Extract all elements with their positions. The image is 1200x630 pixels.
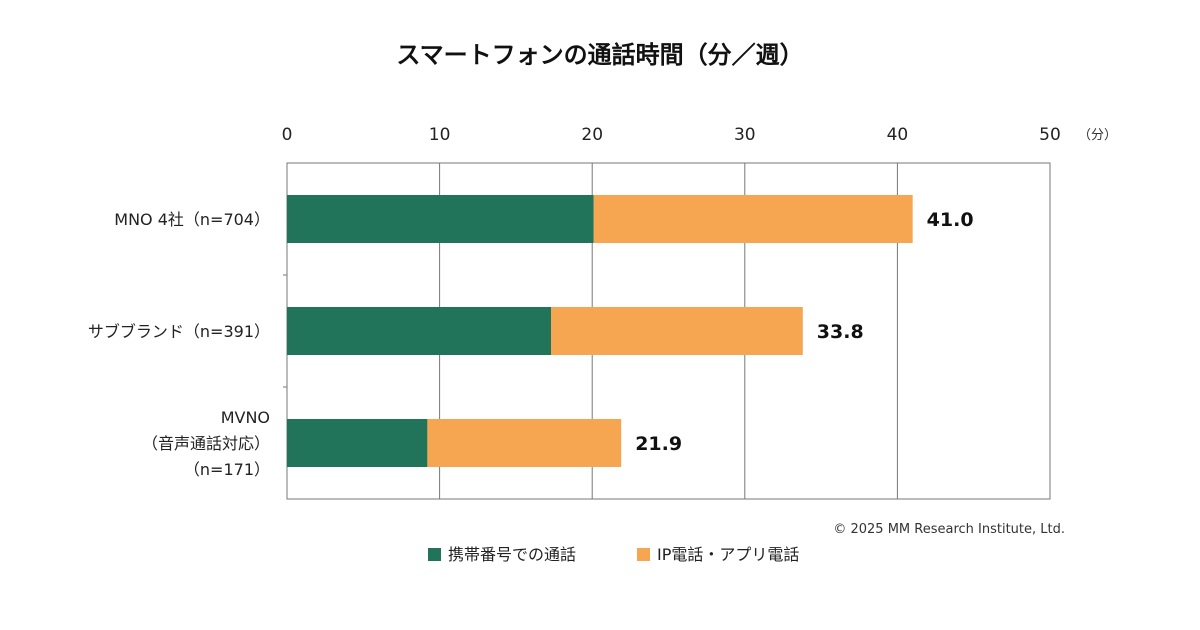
category-label: サブブランド（n=391） [88, 322, 270, 341]
bar-segment [427, 419, 622, 467]
axis-unit-label: （分） [1078, 128, 1117, 143]
category-label: MVNO （音声通話対応）（n=171） [142, 408, 270, 479]
bar-segment [593, 195, 913, 243]
legend-swatch [637, 548, 650, 561]
x-tick-label: 50 [1039, 125, 1061, 145]
bar-segment [287, 419, 428, 467]
x-tick-label: 10 [429, 125, 451, 145]
x-tick-label: 0 [282, 125, 293, 145]
x-tick-label: 40 [887, 125, 909, 145]
data-label: 33.8 [817, 321, 864, 343]
bar-segment [550, 307, 803, 355]
data-label: 21.9 [635, 433, 682, 455]
x-tick-label: 30 [734, 125, 756, 145]
data-label: 41.0 [927, 209, 974, 231]
x-tick-label: 20 [581, 125, 603, 145]
bar-segment [287, 195, 594, 243]
legend-swatch [428, 548, 441, 561]
legend-label: 携帯番号での通話 [448, 545, 576, 564]
chart-title: スマートフォンの通話時間（分／週） [396, 41, 803, 69]
category-label: MNO 4社（n=704） [114, 210, 270, 229]
legend-label: IP電話・アプリ電話 [657, 545, 799, 564]
copyright-text: © 2025 MM Research Institute, Ltd. [833, 522, 1065, 537]
bar-segment [287, 307, 551, 355]
